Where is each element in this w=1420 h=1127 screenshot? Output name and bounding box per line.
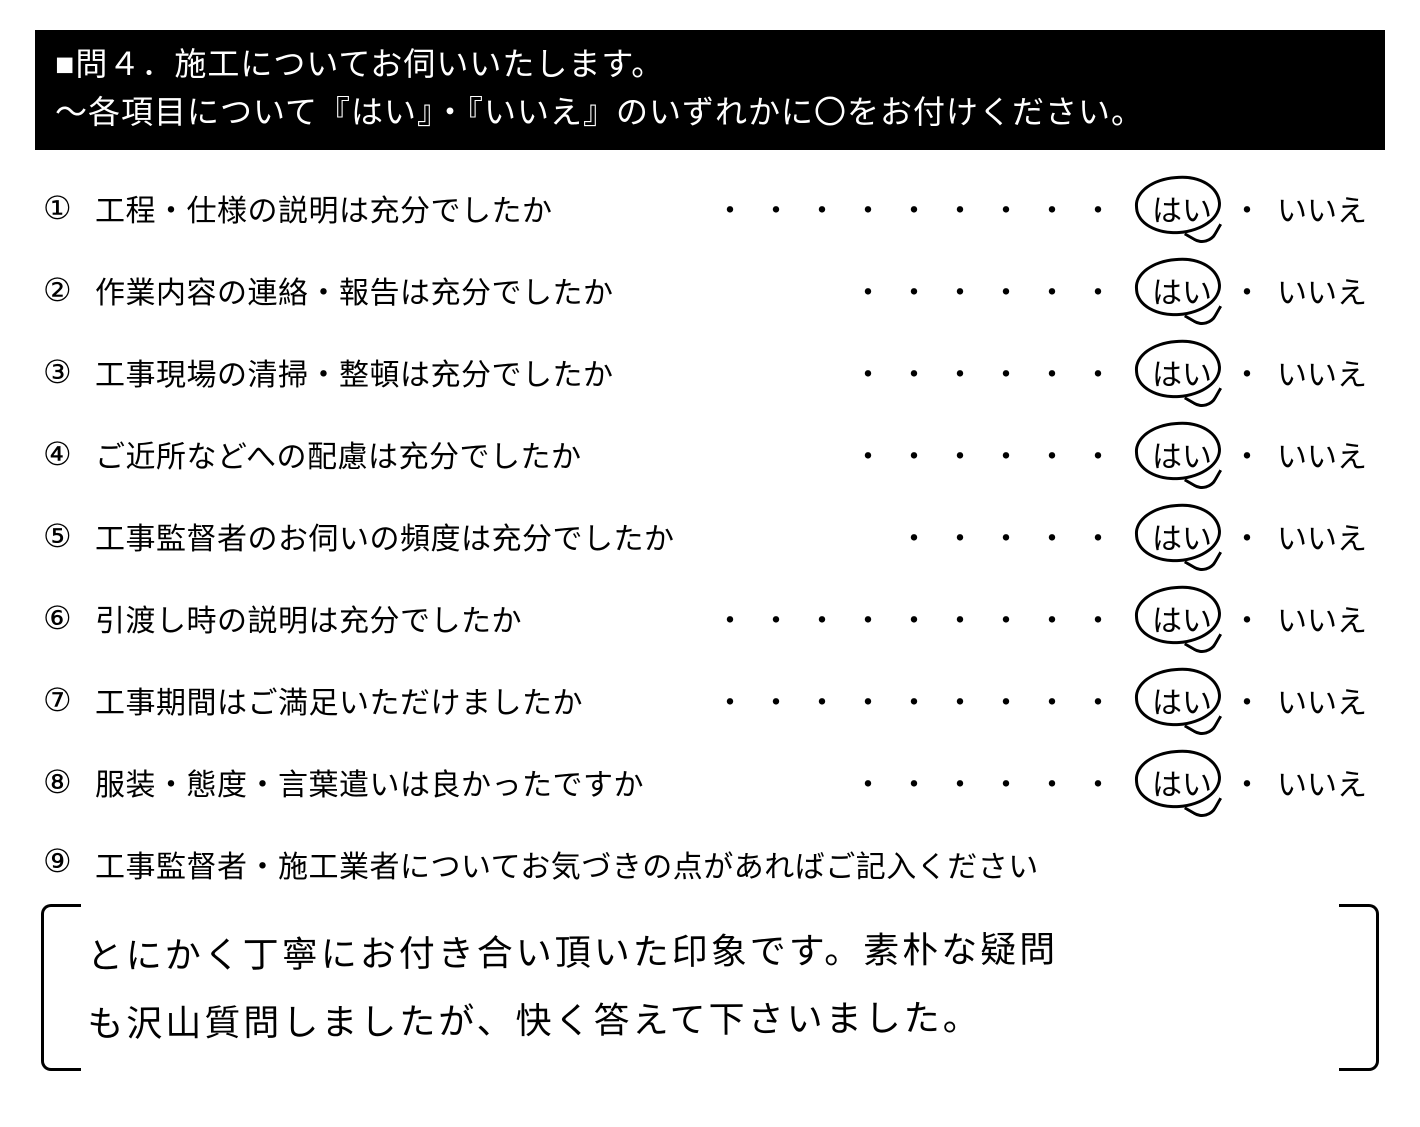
header-line-2: ～各項目について『はい』・『いいえ』のいずれかに〇をお付けください。: [55, 88, 1365, 136]
leader-dots: ・・・・・・: [614, 350, 1138, 394]
leader-dots: ・・・・・・: [614, 268, 1138, 312]
answer-no[interactable]: いいえ: [1267, 514, 1377, 558]
question-row: ⑥ 引渡し時の説明は充分でしたか ・・・・・・・・・ はい ・ いいえ: [43, 596, 1377, 640]
answer-group: はい ・ いいえ: [1137, 760, 1377, 804]
question-number: ④: [43, 435, 95, 473]
answer-yes[interactable]: はい: [1137, 596, 1227, 640]
answer-separator: ・: [1227, 186, 1267, 230]
answer-separator: ・: [1227, 678, 1267, 722]
question-row: ① 工程・仕様の説明は充分でしたか ・・・・・・・・・ はい ・ いいえ: [43, 186, 1377, 230]
answer-yes[interactable]: はい: [1137, 186, 1227, 230]
answer-separator: ・: [1227, 350, 1267, 394]
answer-yes[interactable]: はい: [1137, 678, 1227, 722]
question-text: 工事期間はご満足いただけましたか: [95, 678, 583, 722]
answer-separator: ・: [1227, 596, 1267, 640]
answer-separator: ・: [1227, 514, 1267, 558]
handwriting-line-1: とにかく丁寧にお付き合い頂いた印象です。素朴な疑問: [87, 914, 1333, 991]
answer-no[interactable]: いいえ: [1267, 186, 1377, 230]
question-row: ⑧ 服装・態度・言葉遣いは良かったですか ・・・・・・ はい ・ いいえ: [43, 760, 1377, 804]
answer-group: はい ・ いいえ: [1137, 514, 1377, 558]
question-text: 引渡し時の説明は充分でしたか: [95, 596, 522, 640]
leader-dots: ・・・・・・・・・: [583, 678, 1137, 722]
answer-no[interactable]: いいえ: [1267, 432, 1377, 476]
answer-group: はい ・ いいえ: [1137, 350, 1377, 394]
question-number: ⑦: [43, 681, 95, 719]
answer-separator: ・: [1227, 268, 1267, 312]
handwritten-answer: とにかく丁寧にお付き合い頂いた印象です。素朴な疑問 も沢山質問しましたが、快く答…: [71, 914, 1350, 1060]
question-number: ①: [43, 189, 95, 227]
leader-dots: ・・・・・・: [644, 760, 1137, 804]
leader-dots: ・・・・・・・・・: [553, 186, 1138, 230]
question-row: ⑦ 工事期間はご満足いただけましたか ・・・・・・・・・ はい ・ いいえ: [43, 678, 1377, 722]
answer-yes[interactable]: はい: [1137, 514, 1227, 558]
answer-group: はい ・ いいえ: [1137, 432, 1377, 476]
answer-group: はい ・ いいえ: [1137, 678, 1377, 722]
question-text: 工事監督者・施工業者についてお気づきの点があればご記入ください: [95, 842, 1039, 886]
question-text: ご近所などへの配慮は充分でしたか: [95, 432, 582, 476]
question-text: 工事監督者のお伺いの頻度は充分でしたか: [95, 514, 675, 558]
answer-no[interactable]: いいえ: [1267, 678, 1377, 722]
answer-yes[interactable]: はい: [1137, 432, 1227, 476]
question-text: 作業内容の連絡・報告は充分でしたか: [95, 268, 614, 312]
answer-separator: ・: [1227, 760, 1267, 804]
question-row-freeform: ⑨ 工事監督者・施工業者についてお気づきの点があればご記入ください: [43, 842, 1377, 886]
question-row: ④ ご近所などへの配慮は充分でしたか ・・・・・・ はい ・ いいえ: [43, 432, 1377, 476]
answer-no[interactable]: いいえ: [1267, 350, 1377, 394]
handwriting-line-2: も沢山質問しましたが、快く答えて下さいました。: [87, 982, 1333, 1059]
answer-yes[interactable]: はい: [1137, 268, 1227, 312]
question-number: ⑥: [43, 599, 95, 637]
question-number: ⑨: [43, 842, 95, 880]
header-line-1: ■問４．施工についてお伺いいたします。: [55, 40, 1365, 88]
answer-no[interactable]: いいえ: [1267, 760, 1377, 804]
question-number: ⑤: [43, 517, 95, 555]
question-text: 工事現場の清掃・整頓は充分でしたか: [95, 350, 614, 394]
leader-dots: ・・・・・・・・・: [522, 596, 1137, 640]
question-row: ② 作業内容の連絡・報告は充分でしたか ・・・・・・ はい ・ いいえ: [43, 268, 1377, 312]
leader-dots: ・・・・・・: [582, 432, 1138, 476]
answer-no[interactable]: いいえ: [1267, 596, 1377, 640]
question-list: ① 工程・仕様の説明は充分でしたか ・・・・・・・・・ はい ・ いいえ ② 作…: [35, 186, 1385, 886]
answer-yes[interactable]: はい: [1137, 760, 1227, 804]
question-text: 服装・態度・言葉遣いは良かったですか: [95, 760, 644, 804]
answer-separator: ・: [1227, 432, 1267, 476]
answer-group: はい ・ いいえ: [1137, 186, 1377, 230]
question-number: ③: [43, 353, 95, 391]
question-row: ③ 工事現場の清掃・整頓は充分でしたか ・・・・・・ はい ・ いいえ: [43, 350, 1377, 394]
free-text-box[interactable]: とにかく丁寧にお付き合い頂いた印象です。素朴な疑問 も沢山質問しましたが、快く答…: [41, 904, 1379, 1071]
question-text: 工程・仕様の説明は充分でしたか: [95, 186, 553, 230]
leader-dots: ・・・・・: [675, 514, 1138, 558]
answer-group: はい ・ いいえ: [1137, 596, 1377, 640]
answer-yes[interactable]: はい: [1137, 350, 1227, 394]
question-row: ⑤ 工事監督者のお伺いの頻度は充分でしたか ・・・・・ はい ・ いいえ: [43, 514, 1377, 558]
question-header: ■問４．施工についてお伺いいたします。 ～各項目について『はい』・『いいえ』のい…: [35, 30, 1385, 150]
answer-group: はい ・ いいえ: [1137, 268, 1377, 312]
question-number: ⑧: [43, 763, 95, 801]
answer-no[interactable]: いいえ: [1267, 268, 1377, 312]
question-number: ②: [43, 271, 95, 309]
